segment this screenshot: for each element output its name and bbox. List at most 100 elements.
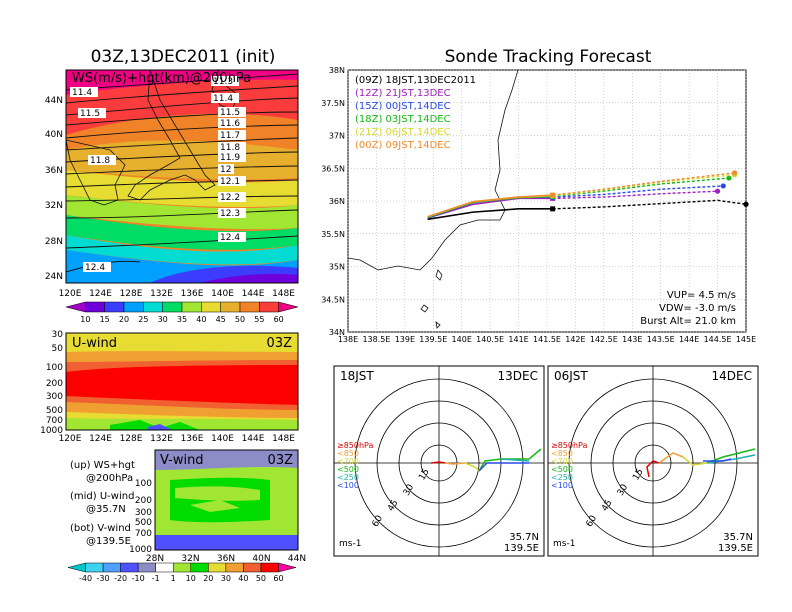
polar-lon: 139.5E <box>504 543 539 554</box>
lat-tick: 34.5N <box>321 295 345 304</box>
colorbar-swatch <box>260 562 279 573</box>
polar-legend-entry: <250 <box>337 473 359 482</box>
contour-label-bg <box>211 93 239 103</box>
contour-label-bg <box>218 208 246 218</box>
colorbar-tick: 30 <box>221 574 231 583</box>
polar-legend-entry: <250 <box>551 473 573 482</box>
pressure-tick: 500 <box>46 406 63 416</box>
contour-label: 12.3 <box>220 209 240 219</box>
colorbar-tick: 35 <box>177 315 187 324</box>
colorbar-swatch <box>278 301 299 313</box>
colorbar-swatch <box>239 301 260 313</box>
contour-label: 12.4 <box>85 263 105 273</box>
colorbar-tick: 60 <box>274 315 284 324</box>
ws-map-label: WS(m/s)+hgt(km)@200hPa <box>72 71 251 86</box>
colorbar-tick: 1 <box>171 574 176 583</box>
colorbar-tick: -1 <box>152 574 160 583</box>
ring-label: 15 <box>631 467 645 482</box>
colorbar-swatch <box>143 301 163 313</box>
track-end-point <box>720 183 726 189</box>
polar-legend-entry: <500 <box>551 465 573 474</box>
pressure-tick: 300 <box>135 508 152 518</box>
colorbar-tick: 20 <box>203 574 213 583</box>
lat-tick: 24N <box>45 272 63 282</box>
hodograph-segment <box>478 462 529 472</box>
colorbar-tick: -30 <box>97 574 110 583</box>
vdw-text: VDW= -3.0 m/s <box>659 303 736 314</box>
track-burst-marker <box>550 192 556 198</box>
colorbar-swatch <box>85 301 105 313</box>
burst-text: Burst Alt= 21.0 km <box>640 316 736 327</box>
hodograph-segment <box>444 462 466 465</box>
track-line-solid <box>427 194 553 218</box>
lon-tick: 141E <box>508 335 528 344</box>
contour-label: 11.6 <box>220 119 240 129</box>
lat-tick: 36N <box>45 166 63 176</box>
track-line-dashed <box>552 172 735 196</box>
lat-tick: 36.5N <box>321 164 345 173</box>
colorbar-tick: 55 <box>254 315 264 324</box>
contour-label-bg <box>70 87 98 97</box>
track-end-point <box>732 170 738 176</box>
colorbar-tick: -10 <box>132 574 145 583</box>
contour-label-bg <box>88 155 116 165</box>
track-line-dashed <box>552 190 718 200</box>
polar-date: 14DEC <box>712 369 752 383</box>
colorbar-swatch <box>162 301 183 313</box>
colorbar-tick: 10 <box>80 315 90 324</box>
pressure-tick: 500 <box>135 518 152 528</box>
lon-tick: 124E <box>89 434 112 444</box>
lat-tick: 38N <box>329 66 345 75</box>
polar-legend-entry: <100 <box>337 481 359 490</box>
pressure-tick: 700 <box>135 529 152 539</box>
lat-tick: 44N <box>45 96 63 106</box>
colorbar-tick: 10 <box>186 574 196 583</box>
pressure-tick: 200 <box>46 379 63 389</box>
lat-tick: 32N <box>45 201 63 211</box>
pressure-tick: 100 <box>135 479 152 489</box>
track-legend-entry: (18Z) 03JST,14DEC <box>355 114 451 125</box>
lon-tick: 136E <box>181 289 204 299</box>
colorbar-tick: -20 <box>114 574 127 583</box>
vwind-colorbar: -40 -30 -20 -10 -1 1 10 20 30 40 50 60 <box>67 562 297 583</box>
contour-label-bg <box>83 262 111 272</box>
tracking-title: Sonde Tracking Forecast <box>445 47 652 67</box>
colorbar-swatch <box>181 301 202 313</box>
track-legend-entry: (09Z) 18JST,13DEC2011 <box>355 75 476 86</box>
lon-tick: 142E <box>565 335 585 344</box>
colorbar-swatch <box>243 562 262 573</box>
contour-label-bg <box>218 142 246 152</box>
track-end-point <box>726 175 732 181</box>
vwind-label: V-wind <box>160 453 204 468</box>
colorbar-swatch <box>67 562 86 573</box>
lon-tick: 144.5E <box>704 335 732 344</box>
polar-time: 18JST <box>340 369 374 383</box>
track-end-point <box>743 201 749 207</box>
lat-tick: 40N <box>45 130 63 140</box>
hodograph-segment <box>646 460 660 478</box>
contour-label-bg <box>218 130 246 140</box>
colorbar-swatch <box>137 562 156 573</box>
contour-label-bg <box>218 164 234 174</box>
polar-legend-entry: ≥850hPa <box>337 441 374 450</box>
ring-label: 45 <box>386 498 400 513</box>
colorbar-swatch <box>278 562 297 573</box>
hodograph-segment <box>658 452 684 464</box>
lon-tick: 138.5E <box>362 335 390 344</box>
lat-tick: 36N <box>217 554 235 564</box>
lon-tick: 128E <box>120 289 143 299</box>
colorbar-tick: 15 <box>100 315 110 324</box>
panel-legend-line: @139.5E <box>86 536 131 547</box>
polar-time: 06JST <box>554 369 588 383</box>
lon-tick: 140E <box>211 434 234 444</box>
track-line-solid <box>427 197 553 219</box>
polar-lat: 35.7N <box>723 532 753 543</box>
track-line-solid <box>427 208 553 221</box>
colorbar-swatch <box>259 301 279 313</box>
lon-tick: 143.5E <box>647 335 675 344</box>
lon-tick: 132E <box>150 289 173 299</box>
lon-tick: 140E <box>452 335 472 344</box>
uwind-time: 03Z <box>267 336 293 351</box>
